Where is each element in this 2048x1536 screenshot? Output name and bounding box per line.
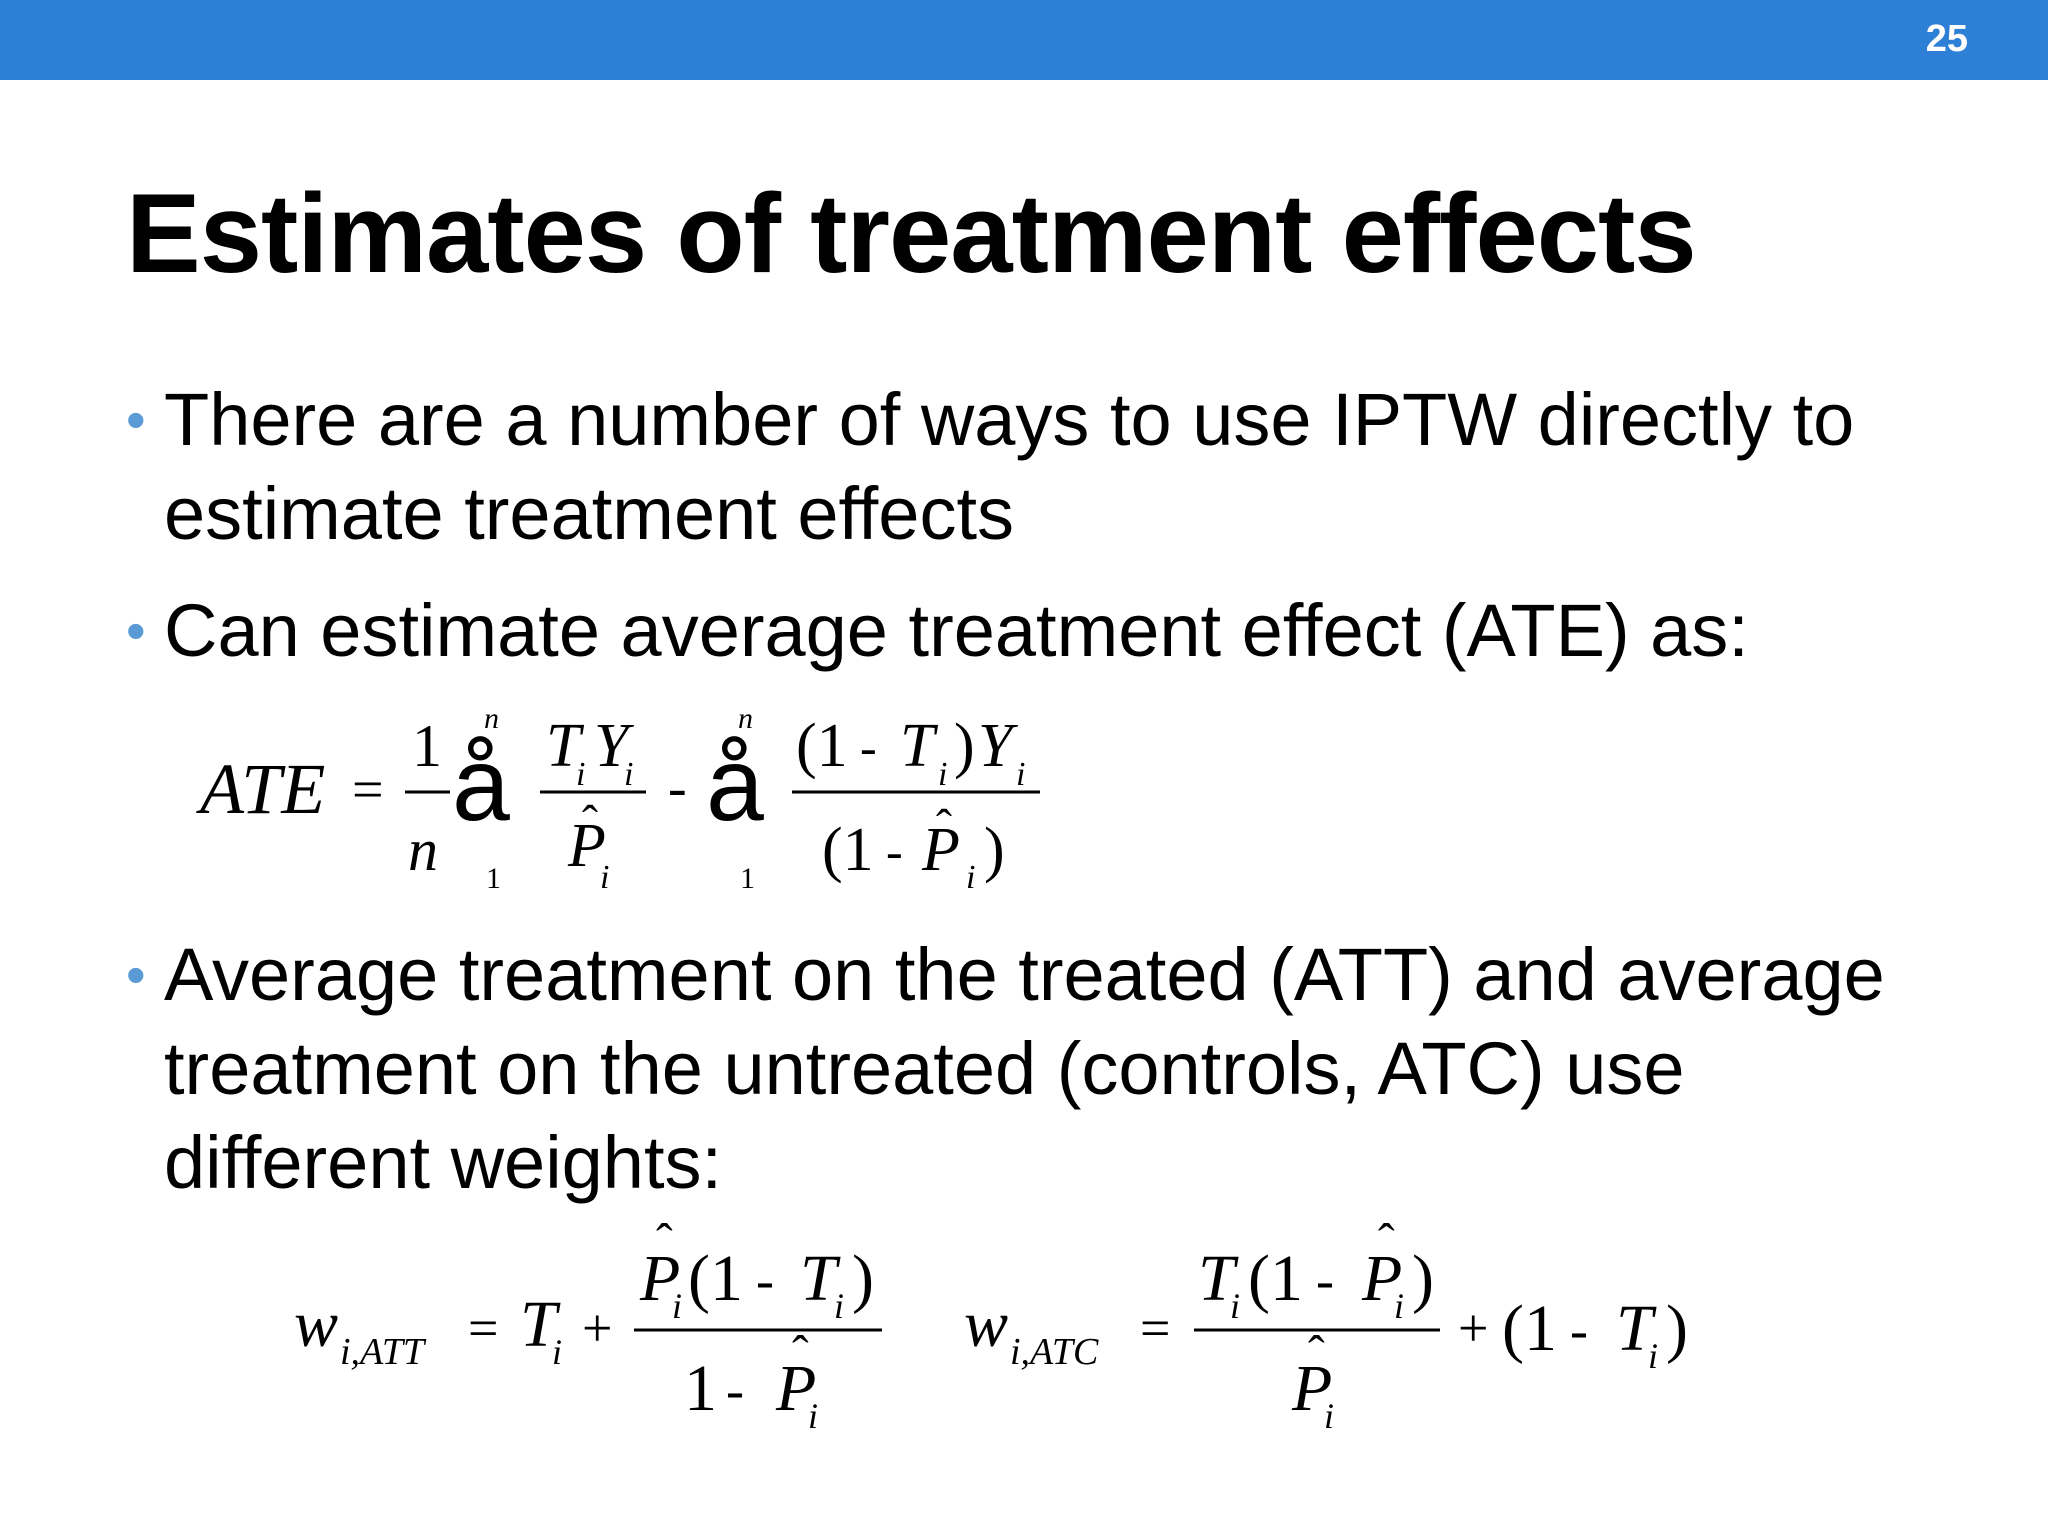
denominator-P: P bbox=[1291, 1352, 1332, 1425]
numerator-minus: - bbox=[1316, 1250, 1334, 1310]
weight-plus: + bbox=[582, 1298, 612, 1358]
ate-minus: - bbox=[668, 757, 687, 819]
weight-subscript: i,ATC bbox=[1010, 1331, 1099, 1373]
hat-icon: ˆ bbox=[656, 1213, 673, 1269]
denominator-P: P bbox=[775, 1352, 816, 1425]
numerator-minus: - bbox=[860, 719, 877, 775]
term-close: ) bbox=[1666, 1292, 1688, 1365]
sum-icon: å bbox=[452, 727, 510, 843]
numerator-close: ) bbox=[852, 1242, 874, 1315]
numerator-T: T bbox=[546, 712, 585, 780]
hat-icon: ˆ bbox=[582, 796, 598, 849]
bullet-text: Average treatment on the treated (ATT) a… bbox=[164, 933, 1885, 1204]
numerator-open: (1 bbox=[1248, 1242, 1303, 1315]
subscript-i: i bbox=[1648, 1336, 1658, 1376]
hat-icon: ˆ bbox=[936, 800, 952, 853]
bullet-item: • Average treatment on the treated (ATT)… bbox=[126, 928, 1966, 1210]
hat-icon: ˆ bbox=[1308, 1325, 1325, 1381]
subscript-i: i bbox=[624, 756, 633, 793]
weight-w: w bbox=[964, 1288, 1008, 1361]
denominator-open: (1 bbox=[822, 816, 874, 884]
numerator-close: ) bbox=[1412, 1242, 1434, 1315]
weight-subscript: i,ATT bbox=[340, 1331, 427, 1373]
atc-weight-formula: w i,ATC = T i (1 - ˆ P i ) ˆ P i + (1 - … bbox=[964, 1213, 1688, 1436]
weight-plus: + bbox=[1458, 1298, 1488, 1358]
bullet-item: • There are a number of ways to use IPTW… bbox=[126, 373, 1966, 561]
sum-lower-limit: 1 bbox=[740, 862, 755, 895]
numerator-open: (1 bbox=[688, 1242, 743, 1315]
hat-icon: ˆ bbox=[1378, 1213, 1395, 1269]
denominator-close: ) bbox=[984, 816, 1005, 884]
sum-upper-limit: n bbox=[484, 702, 499, 735]
slide-title: Estimates of treatment effects bbox=[126, 171, 1697, 296]
subscript-i: i bbox=[672, 1286, 682, 1326]
sum-upper-limit: n bbox=[738, 702, 753, 735]
numerator-P: P bbox=[639, 1242, 680, 1315]
numerator-T: T bbox=[800, 1242, 841, 1315]
term-open: (1 bbox=[1502, 1292, 1557, 1365]
hat-icon: ˆ bbox=[792, 1325, 809, 1381]
subscript-i: i bbox=[1016, 756, 1025, 793]
subscript-i: i bbox=[600, 859, 609, 896]
weight-T: T bbox=[520, 1288, 561, 1361]
numerator-T: T bbox=[1198, 1242, 1239, 1315]
top-bar: 25 bbox=[0, 0, 2048, 80]
bullet-dot-icon: • bbox=[126, 943, 146, 1006]
ate-equals: = bbox=[352, 759, 384, 821]
numerator-Y: Y bbox=[594, 712, 634, 780]
denominator-one: 1 bbox=[684, 1352, 717, 1425]
ate-label: ATE bbox=[196, 749, 325, 829]
denominator-P: P bbox=[567, 812, 606, 880]
ate-n: n bbox=[408, 817, 438, 883]
weight-equals: = bbox=[468, 1298, 498, 1358]
denominator-minus: - bbox=[726, 1360, 744, 1420]
bullet-item: • Can estimate average treatment effect … bbox=[126, 584, 1966, 678]
numerator-minus: - bbox=[756, 1250, 774, 1310]
bullet-text: Can estimate average treatment effect (A… bbox=[164, 589, 1749, 672]
weight-equals: = bbox=[1140, 1298, 1170, 1358]
subscript-i: i bbox=[1230, 1286, 1240, 1326]
numerator-T: T bbox=[900, 712, 939, 780]
ate-one: 1 bbox=[412, 713, 442, 779]
subscript-i: i bbox=[834, 1286, 844, 1326]
subscript-i: i bbox=[966, 859, 975, 896]
term-T: T bbox=[1616, 1292, 1657, 1365]
subscript-i: i bbox=[576, 756, 585, 793]
numerator-close: ) bbox=[954, 712, 975, 780]
denominator-P: P bbox=[921, 816, 960, 884]
term-minus: - bbox=[1570, 1300, 1588, 1360]
subscript-i: i bbox=[938, 756, 947, 793]
att-weight-formula: w i,ATT = T i + ˆ P i (1 - T i ) 1 - ˆ P… bbox=[294, 1213, 882, 1436]
sum-lower-limit: 1 bbox=[486, 862, 501, 895]
bullet-text: There are a number of ways to use IPTW d… bbox=[164, 378, 1855, 555]
weight-w: w bbox=[294, 1288, 338, 1361]
subscript-i: i bbox=[1324, 1396, 1334, 1436]
numerator-P: P bbox=[1361, 1242, 1402, 1315]
subscript-i: i bbox=[808, 1396, 818, 1436]
slide-number: 25 bbox=[1925, 18, 1968, 60]
subscript-i: i bbox=[1394, 1286, 1404, 1326]
bullet-dot-icon: • bbox=[126, 388, 146, 451]
sum-icon: å bbox=[706, 727, 764, 843]
numerator-open: (1 bbox=[796, 712, 848, 780]
denominator-minus: - bbox=[886, 823, 903, 879]
subscript-i: i bbox=[552, 1332, 562, 1372]
bullet-dot-icon: • bbox=[126, 599, 146, 662]
numerator-Y: Y bbox=[978, 712, 1018, 780]
